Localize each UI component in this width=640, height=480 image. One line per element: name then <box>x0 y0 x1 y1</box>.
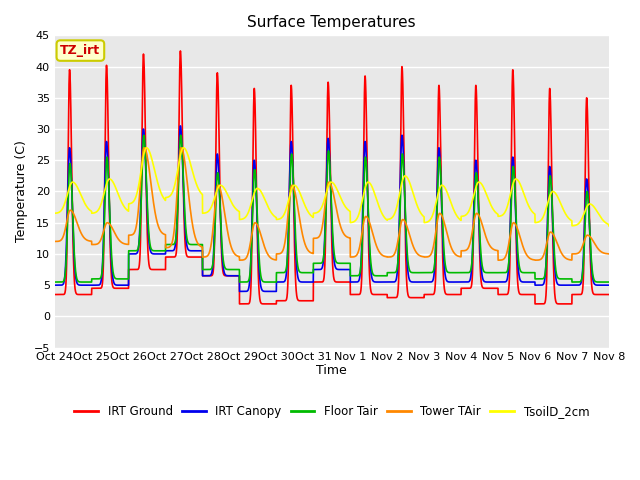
IRT Canopy <box>488 279 495 285</box>
TsoilD_2cm <box>426 218 433 224</box>
Line: Tower TAir: Tower TAir <box>55 148 609 260</box>
Floor Tair <box>51 279 59 285</box>
TsoilD_2cm <box>179 145 187 151</box>
Legend: IRT Ground, IRT Canopy, Floor Tair, Tower TAir, TsoilD_2cm: IRT Ground, IRT Canopy, Floor Tair, Towe… <box>70 400 594 423</box>
TsoilD_2cm <box>51 210 59 216</box>
Line: IRT Canopy: IRT Canopy <box>55 126 609 291</box>
IRT Ground <box>604 292 612 298</box>
Tower TAir <box>456 254 464 260</box>
IRT Canopy <box>150 251 158 257</box>
IRT Canopy <box>604 282 612 288</box>
Floor Tair <box>456 270 464 276</box>
IRT Ground <box>456 292 464 298</box>
TsoilD_2cm <box>605 223 612 228</box>
Tower TAir <box>51 239 59 244</box>
Tower TAir <box>488 245 495 251</box>
IRT Canopy <box>312 267 319 273</box>
Tower TAir <box>605 251 612 257</box>
IRT Ground <box>312 279 319 285</box>
Tower TAir <box>604 251 612 257</box>
Line: Floor Tair: Floor Tair <box>55 135 609 282</box>
Tower TAir <box>311 235 319 241</box>
Tower TAir <box>426 253 433 259</box>
IRT Ground <box>150 267 158 273</box>
Floor Tair <box>488 270 495 276</box>
Floor Tair <box>604 279 612 285</box>
IRT Ground <box>488 286 495 291</box>
Tower TAir <box>140 145 148 151</box>
Floor Tair <box>150 248 158 253</box>
IRT Canopy <box>426 279 433 285</box>
IRT Canopy <box>273 288 280 294</box>
TsoilD_2cm <box>604 221 612 227</box>
Tower TAir <box>150 206 158 212</box>
Floor Tair <box>605 279 612 285</box>
IRT Canopy <box>177 123 184 129</box>
Y-axis label: Temperature (C): Temperature (C) <box>15 141 28 242</box>
Text: TZ_irt: TZ_irt <box>60 44 100 57</box>
TsoilD_2cm <box>488 204 495 209</box>
Floor Tair <box>605 279 612 285</box>
IRT Ground <box>177 48 184 54</box>
Floor Tair <box>311 261 319 266</box>
IRT Canopy <box>51 282 59 288</box>
IRT Ground <box>236 301 243 307</box>
IRT Canopy <box>456 279 464 285</box>
Floor Tair <box>140 132 148 138</box>
IRT Ground <box>605 292 612 298</box>
Line: IRT Ground: IRT Ground <box>55 51 609 304</box>
TsoilD_2cm <box>150 166 158 172</box>
Title: Surface Temperatures: Surface Temperatures <box>248 15 416 30</box>
X-axis label: Time: Time <box>316 364 347 377</box>
IRT Canopy <box>605 282 612 288</box>
Tower TAir <box>531 257 539 263</box>
TsoilD_2cm <box>311 210 319 216</box>
IRT Ground <box>51 292 59 298</box>
Line: TsoilD_2cm: TsoilD_2cm <box>55 148 609 226</box>
TsoilD_2cm <box>456 217 464 223</box>
IRT Ground <box>426 292 433 298</box>
Floor Tair <box>426 270 433 276</box>
